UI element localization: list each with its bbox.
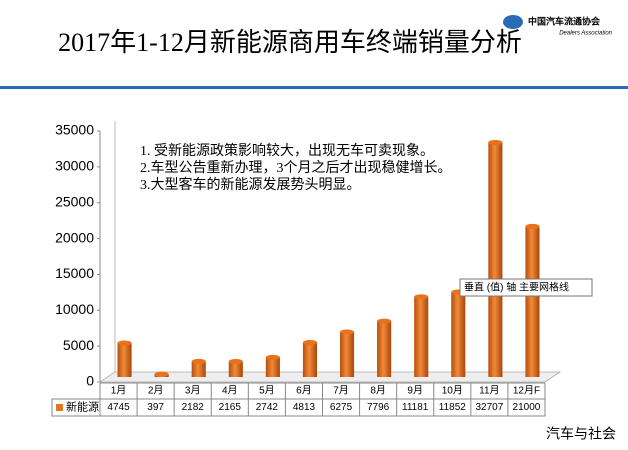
y-tick-label: 30000: [55, 158, 94, 174]
annotation: 1. 受新能源政策影响较大，出现无车可卖现象。: [140, 142, 434, 159]
bar: [414, 296, 429, 377]
bar-top: [339, 329, 355, 335]
x-tick-label: 8月: [370, 385, 386, 397]
bar-top: [302, 339, 318, 345]
bar-top: [377, 318, 392, 324]
bar: [191, 361, 206, 377]
x-tick-label: 12月F: [513, 385, 540, 397]
x-tick-label: 2月: [148, 385, 164, 397]
x-tick-label: 7月: [333, 385, 349, 397]
table-value: 21000: [513, 402, 541, 413]
x-tick-label: 6月: [296, 385, 312, 397]
bar: [488, 142, 503, 377]
legend-swatch: [56, 404, 63, 411]
y-tick-label: 35000: [55, 122, 94, 138]
y-tick-label: 25000: [55, 193, 94, 209]
y-tick-label: 0: [86, 373, 94, 389]
table-value: 32707: [475, 402, 503, 413]
bar-top: [265, 354, 280, 360]
table-value: 11852: [439, 402, 467, 413]
y-tick-label: 5000: [63, 337, 94, 353]
bar: [302, 342, 318, 377]
plot: 0 5000 10000 15000 20000 25000 30000 35000 新能源 47…: [51, 122, 546, 417]
table-value: 397: [147, 402, 164, 413]
x-tick-label: 5月: [259, 385, 275, 397]
floor: [98, 371, 562, 383]
footer: 汽车与社会: [546, 426, 616, 442]
logo: 中国汽车流通协会 Dealers Association: [503, 15, 613, 37]
tooltip-box: [459, 278, 593, 297]
bar: [451, 292, 466, 377]
x-tick-label: 9月: [407, 385, 423, 397]
y-tick-label: 20000: [55, 229, 94, 245]
table-value: 2742: [256, 402, 279, 413]
table-value: 11181: [402, 402, 429, 413]
table-value: 7796: [367, 402, 390, 413]
title-rule: [0, 86, 628, 89]
bar: [228, 361, 243, 377]
bar: [339, 331, 355, 377]
bar: [377, 321, 392, 377]
bar-top: [154, 371, 169, 377]
x-tick-label: 11月: [479, 385, 499, 397]
table-value: 6275: [330, 402, 353, 413]
chart-title: 2017年1-12月新能源商用车终端销量分析: [58, 28, 522, 57]
bar-top: [414, 294, 429, 300]
bar-top: [117, 340, 132, 346]
bar: [117, 342, 132, 377]
x-tick-label: 4月: [222, 385, 238, 397]
table-value: 4813: [293, 402, 316, 413]
y-tick-label: 10000: [55, 301, 94, 317]
x-tick-label: 1月: [111, 385, 127, 397]
x-tick-label: 10月: [442, 385, 463, 397]
logo-sub: Dealers Association: [559, 31, 612, 37]
annotation: 2.车型公告重新办理，3个月之后才出现稳健增长。: [140, 159, 452, 176]
tooltip-text: 垂直 (值) 轴 主要网格线: [464, 281, 569, 294]
legend-label: 新能源: [66, 399, 99, 413]
x-tick-label: 3月: [185, 385, 201, 397]
bar: [265, 357, 280, 377]
table-value: 2182: [182, 402, 205, 413]
bar: [525, 226, 540, 377]
bar-top: [488, 139, 503, 145]
annotations: 1. 受新能源政策影响较大，出现无车可卖现象。2.车型公告重新办理，3个月之后才…: [140, 142, 452, 193]
table-value: 4745: [107, 402, 130, 413]
bar-top: [228, 358, 243, 364]
bar-top: [525, 223, 540, 229]
annotation: 3.大型客车的新能源发展势头明显。: [140, 176, 361, 193]
logo-icon: [503, 15, 523, 29]
y-tick-label: 15000: [55, 265, 94, 281]
tooltip: 垂直 (值) 轴 主要网格线: [459, 278, 593, 297]
bar-top: [191, 358, 206, 364]
logo-text: 中国汽车流通协会: [528, 15, 601, 26]
table-value: 2165: [219, 402, 242, 413]
